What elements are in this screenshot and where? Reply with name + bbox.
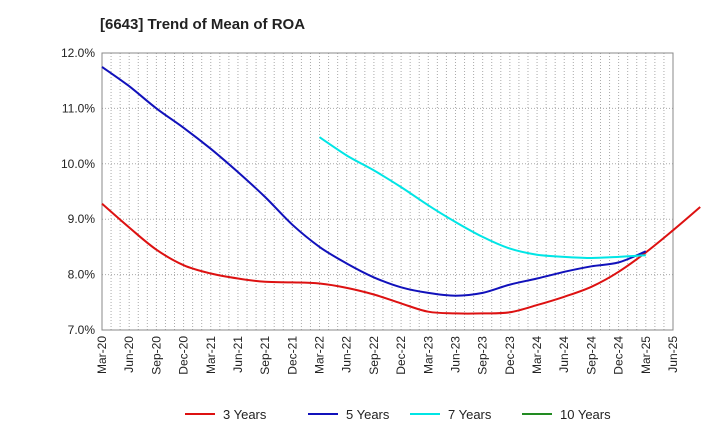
x-tick-label: Dec-20: [177, 336, 191, 375]
x-tick-label: Dec-24: [612, 336, 626, 375]
y-tick-label: 10.0%: [61, 157, 95, 171]
x-tick-label: Mar-25: [639, 336, 653, 374]
x-tick-label: Mar-24: [530, 336, 544, 374]
x-tick-label: Mar-22: [313, 336, 327, 374]
legend-label: 3 Years: [223, 407, 267, 422]
x-tick-label: Sep-20: [149, 336, 163, 375]
series-line-5-years: [101, 66, 647, 297]
y-tick-label: 8.0%: [68, 268, 96, 282]
series-line-3-years: [101, 202, 701, 315]
x-tick-label: Dec-23: [503, 336, 517, 375]
x-axis: Mar-20 Jun-20 Sep-20 Dec-20 Mar-21 Jun-21 Sep-…: [95, 336, 680, 375]
legend-label: 10 Years: [560, 407, 611, 422]
plot-frame: [101, 52, 674, 331]
x-tick-label: Jun-24: [557, 336, 571, 373]
legend-label: 7 Years: [448, 407, 492, 422]
x-tick-label: Sep-22: [367, 336, 381, 375]
x-tick-label: Jun-23: [448, 336, 462, 373]
x-tick-label: Mar-20: [95, 336, 109, 374]
x-tick-label: Mar-21: [204, 336, 218, 374]
x-tick-label: Jun-25: [666, 336, 680, 373]
x-tick-label: Jun-20: [122, 336, 136, 373]
x-tick-label: Mar-23: [421, 336, 435, 374]
x-tick-label: Sep-24: [584, 336, 598, 375]
y-tick-label: 12.0%: [61, 46, 95, 60]
x-tick-label: Dec-21: [285, 336, 299, 375]
legend: 3 Years 5 Years 7 Years 10 Years: [185, 407, 611, 422]
x-tick-label: Dec-22: [394, 336, 408, 375]
series-line-7-years: [318, 136, 646, 260]
x-tick-label: Sep-23: [476, 336, 490, 375]
legend-label: 5 Years: [346, 407, 390, 422]
x-tick-label: Sep-21: [258, 336, 272, 375]
y-tick-label: 7.0%: [68, 323, 96, 337]
y-axis: 7.0% 8.0% 9.0% 10.0% 11.0% 12.0%: [61, 46, 95, 337]
y-tick-label: 11.0%: [62, 101, 95, 115]
series-layer: [101, 66, 701, 315]
x-tick-label: Jun-22: [340, 336, 354, 373]
plot-area: [101, 52, 674, 331]
x-tick-label: Jun-21: [231, 336, 245, 373]
chart-title: [6643] Trend of Mean of ROA: [100, 16, 305, 33]
y-tick-label: 9.0%: [68, 212, 96, 226]
